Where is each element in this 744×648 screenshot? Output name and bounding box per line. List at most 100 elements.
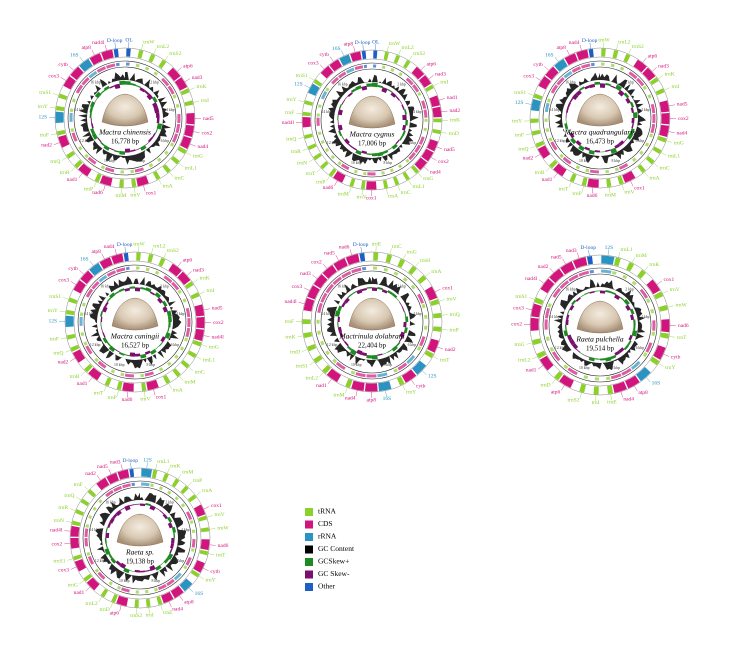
gc-skew bbox=[156, 123, 163, 130]
gene-label: trnI bbox=[672, 84, 680, 90]
gene-arc bbox=[613, 257, 621, 267]
leader-line bbox=[592, 187, 594, 194]
gene-label: cox3 bbox=[308, 60, 319, 66]
gene-arc-inner bbox=[568, 274, 579, 282]
gene-label: trnI bbox=[440, 80, 448, 86]
gene-label: trnR bbox=[291, 149, 301, 155]
gc-skew bbox=[124, 287, 131, 292]
gene-arc-inner bbox=[71, 98, 76, 103]
gene-arc-inner bbox=[174, 496, 179, 501]
gene-arc bbox=[534, 297, 544, 305]
gene-arc-inner bbox=[92, 506, 97, 511]
kbp-label: 14 kbp bbox=[549, 315, 560, 319]
gene-arc bbox=[70, 537, 80, 549]
gene-arc bbox=[532, 338, 542, 346]
gc-skew bbox=[89, 106, 94, 113]
gene-arc bbox=[151, 469, 158, 479]
ring bbox=[548, 273, 652, 377]
gc-skew bbox=[403, 109, 407, 115]
leader-line bbox=[408, 55, 413, 61]
gene-label: trnS2 bbox=[169, 51, 181, 57]
gene-arc-inner bbox=[389, 168, 394, 173]
gene-arc bbox=[184, 124, 195, 138]
leader-line bbox=[119, 605, 122, 612]
gene-arc-inner bbox=[606, 376, 611, 381]
gc-skew bbox=[403, 327, 408, 334]
leader-line bbox=[169, 171, 174, 177]
kbp-label: 6 kbp bbox=[408, 141, 417, 145]
gene-label: nad3 bbox=[110, 460, 121, 466]
leader-line bbox=[417, 172, 423, 178]
gc-skew bbox=[571, 343, 579, 350]
gene-label: trnL1 bbox=[413, 184, 425, 190]
gc-skew bbox=[614, 294, 621, 300]
shell-image bbox=[576, 300, 624, 334]
gene-arc-inner bbox=[83, 341, 88, 346]
leader-line bbox=[114, 248, 117, 255]
gene-label: nad4 bbox=[345, 396, 356, 402]
gc-skew bbox=[346, 345, 353, 351]
gene-arc-inner bbox=[417, 293, 425, 304]
species-name: Raeta sp. bbox=[125, 548, 154, 557]
shell-image bbox=[116, 513, 164, 547]
leader-line bbox=[644, 171, 649, 177]
gc-skew bbox=[119, 562, 127, 569]
gene-arc bbox=[131, 178, 137, 188]
gene-arc bbox=[397, 258, 406, 268]
gene-label: cox1 bbox=[634, 185, 645, 191]
gene-label: trnW bbox=[133, 241, 145, 247]
outer-ring bbox=[54, 47, 196, 189]
gc-skew bbox=[401, 130, 406, 137]
gene-label: trnK bbox=[170, 463, 180, 469]
gc-skew bbox=[629, 128, 635, 135]
gc-skew bbox=[569, 304, 575, 311]
gene-label: cytb bbox=[319, 52, 329, 58]
leader-line bbox=[530, 145, 536, 149]
outer-ring-inner bbox=[538, 263, 662, 387]
gc-skew bbox=[94, 97, 98, 103]
gene-arc-inner bbox=[324, 147, 330, 153]
gc-skew bbox=[103, 85, 110, 91]
kbp-label: 4 kbp bbox=[181, 528, 190, 532]
gc-skew bbox=[623, 298, 630, 306]
gene-label: trnR bbox=[60, 170, 70, 176]
gc-skew bbox=[631, 123, 634, 129]
gene-arc-inner bbox=[354, 65, 364, 71]
gene-arc bbox=[116, 595, 129, 607]
gene-arc-inner bbox=[70, 128, 75, 133]
gene-arc-inner bbox=[144, 371, 155, 377]
gene-label: nad4l bbox=[284, 299, 297, 305]
maps: OL trnWtrnL2trnS2atp6nad3trnKtrnInad5cox2… bbox=[38, 37, 689, 619]
gene-arc bbox=[172, 368, 181, 378]
outer-ring-inner bbox=[310, 260, 434, 384]
gene-arc-inner bbox=[115, 267, 126, 273]
gene-arc-inner bbox=[317, 104, 322, 108]
leader-line bbox=[408, 179, 412, 186]
gene-arc bbox=[328, 168, 337, 177]
gc-skew bbox=[387, 349, 393, 353]
leader-line bbox=[187, 271, 192, 276]
leader-line bbox=[298, 100, 305, 103]
gene-label: trnP bbox=[316, 180, 325, 186]
leader-line bbox=[76, 496, 82, 501]
gene-label: trnY bbox=[206, 578, 216, 584]
gc-skew bbox=[94, 91, 102, 99]
gene-label: D-loop bbox=[107, 38, 123, 44]
leader-line bbox=[353, 46, 356, 53]
kbp-label: 14 kbp bbox=[84, 312, 95, 316]
gene-arc-inner bbox=[85, 345, 93, 355]
gc-skew bbox=[109, 147, 115, 151]
gene-label: trnQ bbox=[518, 146, 528, 152]
gene-label: trnA bbox=[163, 184, 173, 190]
gene-arc bbox=[307, 343, 317, 352]
gene-arc bbox=[426, 139, 439, 152]
gc-skew bbox=[395, 341, 401, 347]
gc-skew bbox=[159, 510, 165, 515]
gene-arc bbox=[612, 49, 619, 59]
gene-arc bbox=[174, 77, 188, 91]
leader-line bbox=[327, 378, 332, 385]
gene-label: cox1 bbox=[211, 503, 222, 509]
gene-label: cox1 bbox=[366, 195, 377, 201]
